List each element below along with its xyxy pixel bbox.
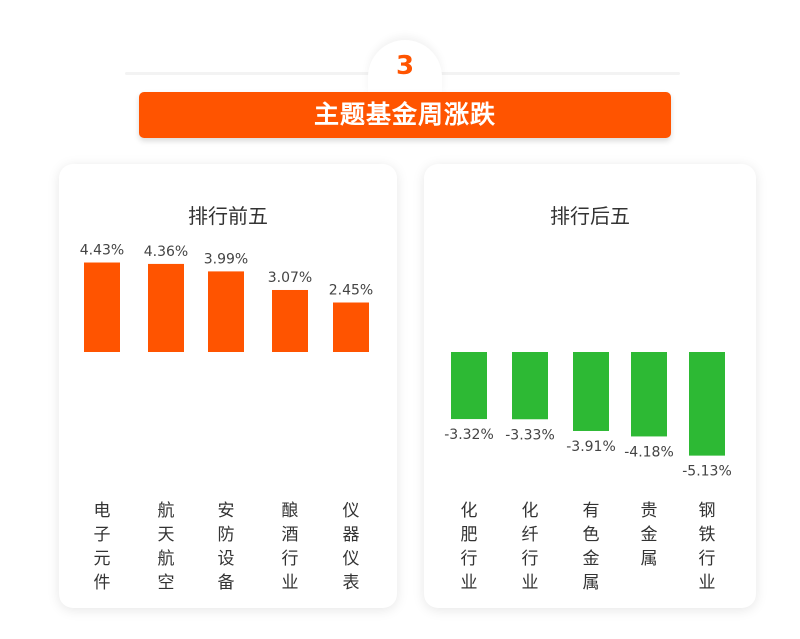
top-category-label-2: 航天航空: [158, 501, 175, 593]
top-bar-4: [272, 289, 308, 352]
bottom-category-label-4: 贵金属: [641, 501, 658, 569]
bottom-value-label-2: -3.33%: [505, 427, 555, 443]
bottom-value-label-4: -4.18%: [624, 444, 674, 460]
top-value-label-4: 3.07%: [268, 270, 312, 286]
bottom-category-label-3: 有色金属: [583, 501, 600, 593]
top-bar-2: [148, 263, 184, 352]
bottom-value-label-3: -3.91%: [566, 439, 616, 455]
bottom-bar-3: [573, 352, 609, 431]
top-value-label-3: 3.99%: [204, 251, 248, 267]
bottom-value-label-5: -5.13%: [682, 464, 732, 480]
section-number: 3: [395, 51, 415, 81]
bottom-bar-4: [631, 352, 667, 437]
top-value-label-5: 2.45%: [329, 283, 373, 299]
bottom-category-label-5: 钢铁行业: [699, 501, 716, 593]
bottom-five-title: 排行后五: [550, 204, 630, 228]
top-category-label-3: 安防设备: [218, 501, 235, 593]
top-category-label-1: 电子元件: [94, 501, 111, 593]
top-bar-3: [208, 271, 244, 352]
top-category-label-5: 仪器仪表: [343, 501, 360, 593]
page-title: 主题基金周涨跌: [139, 92, 671, 138]
bottom-value-label-1: -3.32%: [444, 427, 494, 443]
top-value-label-2: 4.36%: [144, 244, 188, 260]
bottom-bar-5: [689, 352, 725, 456]
top-bar-1: [84, 262, 120, 352]
bottom-category-label-1: 化肥行业: [461, 501, 478, 593]
top-category-label-4: 酿酒行业: [282, 501, 299, 593]
bottom-bar-2: [512, 352, 548, 420]
top-five-panel: 排行前五: [59, 164, 397, 608]
top-five-title: 排行前五: [188, 204, 268, 228]
bottom-bar-1: [451, 352, 487, 420]
top-bar-5: [333, 302, 369, 352]
top-value-label-1: 4.43%: [80, 243, 124, 259]
section-number-badge: [368, 40, 442, 96]
bottom-category-label-2: 化纤行业: [522, 501, 539, 593]
